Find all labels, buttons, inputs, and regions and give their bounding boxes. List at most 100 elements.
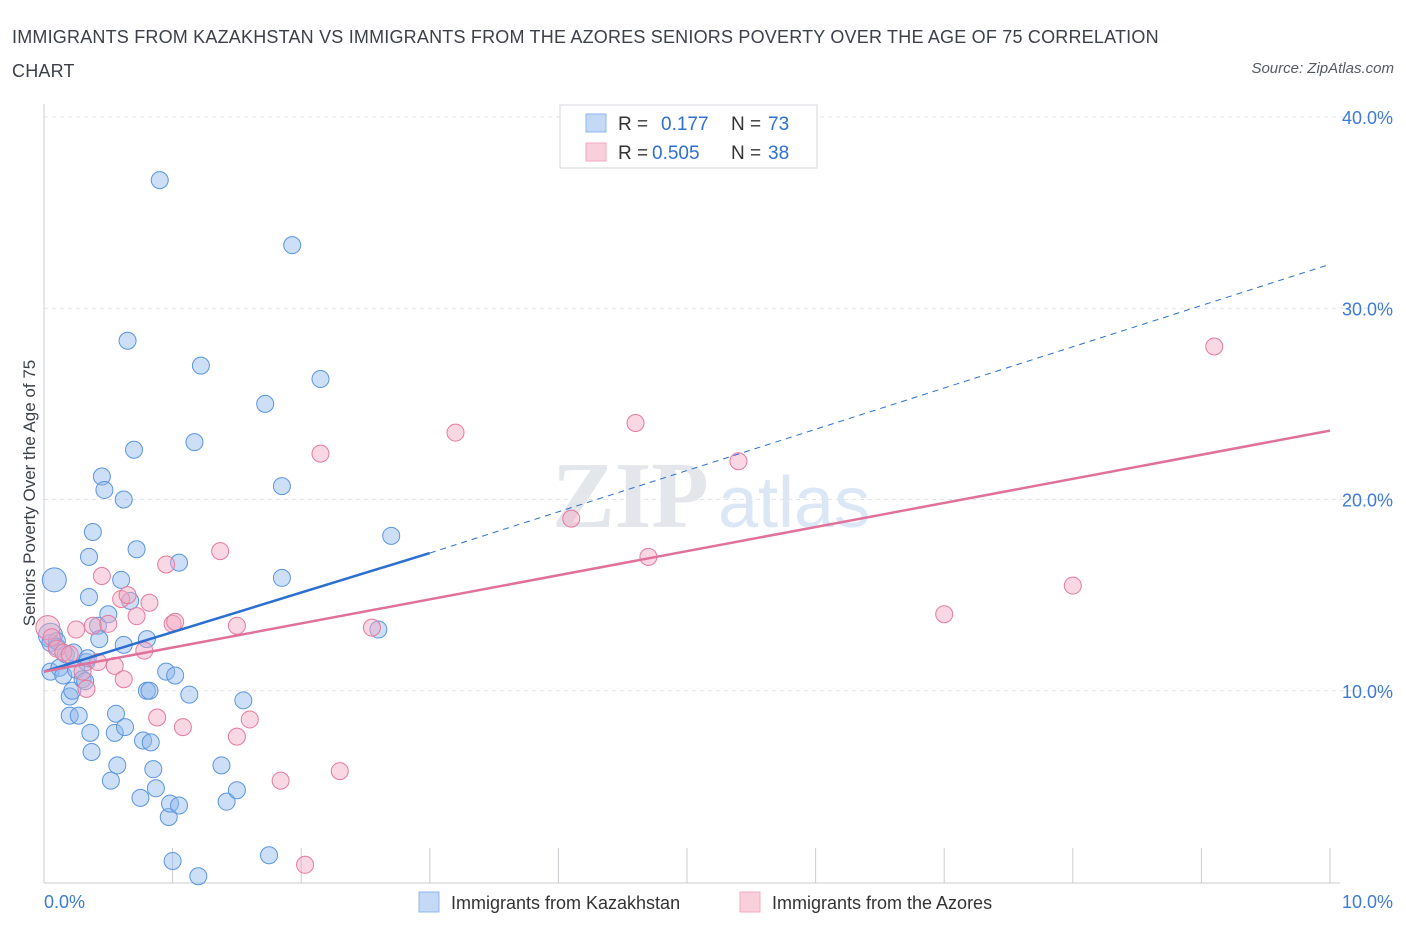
kazakhstan-point <box>114 490 133 509</box>
kazakhstan-point <box>82 742 101 761</box>
kazakhstan-point <box>81 723 100 742</box>
kazakhstan-point <box>189 867 208 886</box>
kazakhstan-point <box>95 480 114 499</box>
legend-n-value-azores: 38 <box>768 143 789 164</box>
azores-point <box>42 628 61 647</box>
kazakhstan-point <box>217 792 236 811</box>
azores-point <box>92 567 111 585</box>
kazakhstan-point <box>131 788 150 807</box>
kazakhstan-point <box>163 851 182 870</box>
azores-point <box>227 727 246 746</box>
bottom-legend-label-azores: Immigrants from the Azores <box>772 893 992 913</box>
correlation-legend: R = 0.177 N = 73 R = 0.505 N = 38 <box>559 104 818 169</box>
azores-point <box>271 771 290 790</box>
kazakhstan-point <box>272 477 291 496</box>
kazakhstan-point <box>69 706 88 725</box>
kazakhstan-point <box>60 706 79 725</box>
kazakhstan-point <box>127 540 146 559</box>
y-axis-label: Seniors Poverty Over the Age of 75 <box>20 360 39 626</box>
azores-point <box>67 620 86 639</box>
gridlines <box>44 116 1392 692</box>
watermark-atlas: atlas <box>718 463 870 543</box>
kazakhstan-point <box>118 331 137 350</box>
legend-n-value-kazakhstan: 73 <box>768 114 789 135</box>
azores-point <box>362 618 381 637</box>
azores-point <box>330 762 349 781</box>
kazakhstan-point <box>92 467 111 486</box>
azores-point <box>311 444 330 463</box>
kazakhstan-point <box>141 733 160 752</box>
kazakhstan-point <box>191 356 210 375</box>
kazakhstan-point <box>80 547 99 566</box>
x-tick-label: 0.0% <box>44 892 85 912</box>
kazakhstan-trend-extension <box>429 263 1331 554</box>
bottom-legend-label-kazakhstan: Immigrants from Kazakhstan <box>451 893 680 913</box>
kazakhstan-point <box>146 779 165 798</box>
kazakhstan-trend-line <box>43 551 431 673</box>
source-label: Source: ZipAtlas.com <box>1251 60 1394 77</box>
kazakhstan-point <box>161 794 180 813</box>
azores-point <box>157 555 176 574</box>
bottom-legend-swatch-kazakhstan <box>418 891 440 913</box>
azores-point <box>83 616 102 635</box>
watermark-zip: ZIP <box>552 444 709 548</box>
kazakhstan-point <box>150 171 169 190</box>
kazakhstan-point <box>212 756 231 775</box>
kazakhstan-point <box>112 570 131 589</box>
kazakhstan-point <box>83 523 102 542</box>
azores-point <box>227 616 246 635</box>
trend-lines <box>43 263 1331 673</box>
azores-point <box>173 718 192 737</box>
kazakhstan-point <box>227 781 246 800</box>
x-axis-ticks <box>43 848 1331 883</box>
kazakhstan-point <box>272 568 291 587</box>
kazakhstan-point <box>99 605 118 624</box>
kazakhstan-point <box>140 681 159 700</box>
kazakhstan-point <box>63 681 82 700</box>
kazakhstan-point <box>185 433 204 452</box>
series-legend: Immigrants from Kazakhstan Immigrants fr… <box>418 891 992 913</box>
legend-n-label-kazakhstan: N = <box>731 114 761 135</box>
kazakhstan-point <box>180 685 199 704</box>
kazakhstan-point <box>159 807 178 826</box>
kazakhstan-point <box>41 567 67 593</box>
azores-point <box>35 615 61 641</box>
azores-point <box>140 593 159 612</box>
legend-r-label-kazakhstan: R = <box>618 114 648 135</box>
kazakhstan-point <box>116 718 135 737</box>
kazakhstan-point <box>73 670 92 689</box>
kazakhstan-point <box>170 796 189 815</box>
azores-point <box>166 612 185 631</box>
azores-point <box>296 855 315 874</box>
azores-point <box>99 614 118 633</box>
kazakhstan-point <box>134 731 153 750</box>
bottom-legend-swatch-azores <box>739 891 761 913</box>
y-tick-labels: 10.0% 20.0% 30.0% 40.0% <box>1342 108 1393 702</box>
azores-point <box>240 710 259 729</box>
azores-point <box>626 414 645 432</box>
legend-r-value-kazakhstan: 0.177 <box>661 114 709 135</box>
kazakhstan-point <box>56 645 75 664</box>
azores-point <box>211 542 230 561</box>
azores-point <box>446 423 465 442</box>
kazakhstan-point <box>108 756 127 775</box>
y-tick-label: 30.0% <box>1342 299 1393 319</box>
azores-point <box>562 509 581 528</box>
kazakhstan-point <box>80 588 99 607</box>
azores-point <box>54 643 73 662</box>
azores-point <box>127 607 146 626</box>
legend-swatch-azores <box>585 142 607 162</box>
legend-swatch-kazakhstan <box>585 113 607 133</box>
kazakhstan-point <box>157 662 176 681</box>
y-tick-label: 20.0% <box>1342 491 1393 511</box>
kazakhstan-point <box>311 370 330 389</box>
x-tick-label: 10.0% <box>1342 892 1393 912</box>
kazakhstan-point <box>260 846 279 865</box>
kazakhstan-point <box>107 704 126 723</box>
kazakhstan-point <box>234 691 253 710</box>
series-azores-points <box>35 337 1224 874</box>
kazakhstan-point <box>144 760 163 779</box>
azores-point <box>1063 576 1082 595</box>
azores-point <box>1205 337 1224 356</box>
